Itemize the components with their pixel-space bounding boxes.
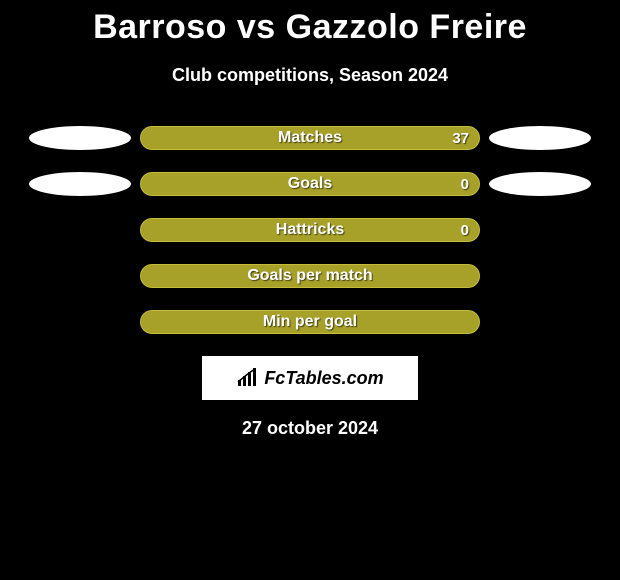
- stat-rows: Matches 37 Goals 0 Hattricks 0: [0, 126, 620, 334]
- logo-inner: FcTables.com: [236, 368, 383, 389]
- stat-row: Goals 0: [0, 172, 620, 196]
- ellipse-icon: [29, 126, 131, 150]
- stat-label: Matches: [278, 129, 342, 147]
- logo-text: FcTables.com: [264, 368, 383, 389]
- stat-row: Matches 37: [0, 126, 620, 150]
- stat-value: 37: [452, 130, 469, 147]
- stat-label: Min per goal: [263, 313, 357, 331]
- ellipse-icon: [489, 126, 591, 150]
- stat-row: Hattricks 0: [0, 218, 620, 242]
- stat-row: Min per goal: [0, 310, 620, 334]
- stat-label: Goals per match: [247, 267, 372, 285]
- ellipse-icon: [489, 172, 591, 196]
- stat-row: Goals per match: [0, 264, 620, 288]
- left-side: [20, 126, 140, 150]
- logo-box[interactable]: FcTables.com: [202, 356, 418, 400]
- left-side: [20, 172, 140, 196]
- right-side: [480, 172, 600, 196]
- subtitle: Club competitions, Season 2024: [0, 65, 620, 86]
- stat-bar: Goals 0: [140, 172, 480, 196]
- stat-label: Goals: [288, 175, 332, 193]
- right-side: [480, 126, 600, 150]
- stat-label: Hattricks: [276, 221, 344, 239]
- stat-bar: Matches 37: [140, 126, 480, 150]
- stat-bar: Hattricks 0: [140, 218, 480, 242]
- page-title: Barroso vs Gazzolo Freire: [0, 0, 620, 47]
- date-text: 27 october 2024: [0, 418, 620, 439]
- stat-value: 0: [461, 176, 469, 193]
- stat-value: 0: [461, 222, 469, 239]
- stat-bar: Min per goal: [140, 310, 480, 334]
- stat-bar: Goals per match: [140, 264, 480, 288]
- ellipse-icon: [29, 172, 131, 196]
- chart-icon: [236, 368, 260, 388]
